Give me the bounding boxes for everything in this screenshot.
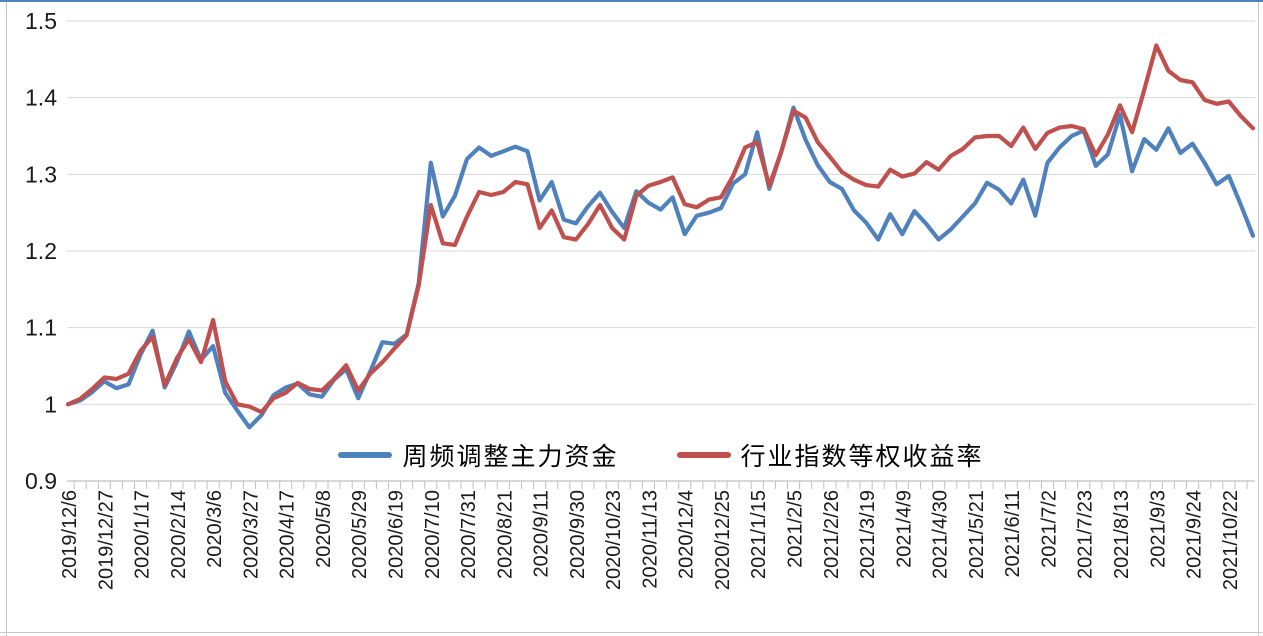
x-axis-label: 2021/9/3	[1147, 490, 1169, 568]
x-axis-label: 2020/7/31	[458, 490, 480, 579]
chart-top-border	[0, 0, 1263, 2]
x-axis-label: 2020/5/29	[349, 490, 371, 579]
x-axis-label: 2020/12/4	[676, 490, 698, 579]
legend-label-industry-index: 行业指数等权收益率	[740, 444, 984, 471]
x-axis-label: 2019/12/6	[59, 490, 81, 579]
chart-bottom-border	[0, 632, 1263, 633]
y-axis-label: 1.3	[25, 161, 57, 187]
x-axis-label: 2021/4/30	[930, 490, 952, 579]
x-axis-label: 2021/2/26	[821, 490, 843, 579]
x-axis-label: 2021/5/21	[966, 490, 988, 579]
x-axis-label: 2020/5/8	[313, 490, 335, 568]
x-axis-label: 2021/7/23	[1075, 490, 1097, 579]
x-axis-label: 2020/3/6	[204, 490, 226, 568]
x-axis-label: 2021/6/11	[1002, 490, 1024, 578]
x-axis-label: 2020/9/11	[531, 490, 553, 578]
legend-label-main-funds: 周频调整主力资金	[402, 444, 619, 471]
x-axis-label: 2020/10/23	[603, 490, 625, 590]
x-axis-label: 2021/4/9	[893, 490, 915, 568]
x-axis-label: 2020/2/14	[168, 490, 190, 579]
legend-swatch-red	[676, 452, 731, 458]
x-axis-label: 2020/7/10	[422, 490, 444, 579]
legend-item-industry-index[interactable]: 行业指数等权收益率	[676, 437, 984, 473]
x-axis-label: 2020/6/19	[385, 490, 407, 579]
y-axis-label: 1	[44, 391, 57, 417]
x-axis-label: 2019/12/27	[95, 490, 117, 590]
y-axis-label: 1.2	[25, 238, 57, 264]
x-axis-label: 2020/8/21	[494, 490, 516, 579]
y-axis-label: 0.9	[25, 468, 57, 494]
series-line-main-funds	[65, 105, 1256, 430]
x-axis-label: 2020/3/27	[240, 490, 262, 579]
y-axis-label: 1.1	[25, 315, 57, 341]
y-axis-label: 1.5	[25, 8, 57, 34]
series-line-industry-index	[65, 43, 1256, 415]
x-axis-label: 2020/12/25	[712, 490, 734, 590]
legend-item-main-funds[interactable]: 周频调整主力资金	[338, 437, 618, 473]
chart-left-border	[6, 2, 7, 636]
x-axis-label: 2020/11/13	[639, 490, 661, 589]
legend-swatch-blue	[338, 452, 393, 458]
x-axis-label: 2021/7/2	[1038, 490, 1060, 568]
chart-right-border	[1258, 2, 1259, 636]
x-axis-label: 2021/3/19	[857, 490, 879, 579]
x-axis-label: 2021/9/24	[1184, 490, 1206, 579]
y-axis-label: 1.4	[25, 85, 57, 111]
x-axis-label: 2020/1/17	[132, 490, 154, 579]
chart-legend: 周频调整主力资金 行业指数等权收益率	[67, 438, 1255, 472]
x-axis-label: 2021/10/22	[1220, 490, 1242, 590]
x-axis-label: 2020/9/30	[567, 490, 589, 579]
x-axis-label: 2021/8/13	[1111, 490, 1133, 579]
x-axis-label: 2020/4/17	[277, 490, 299, 579]
x-axis-label: 2021/2/5	[785, 490, 807, 568]
x-axis-label: 2021/1/15	[748, 490, 770, 579]
